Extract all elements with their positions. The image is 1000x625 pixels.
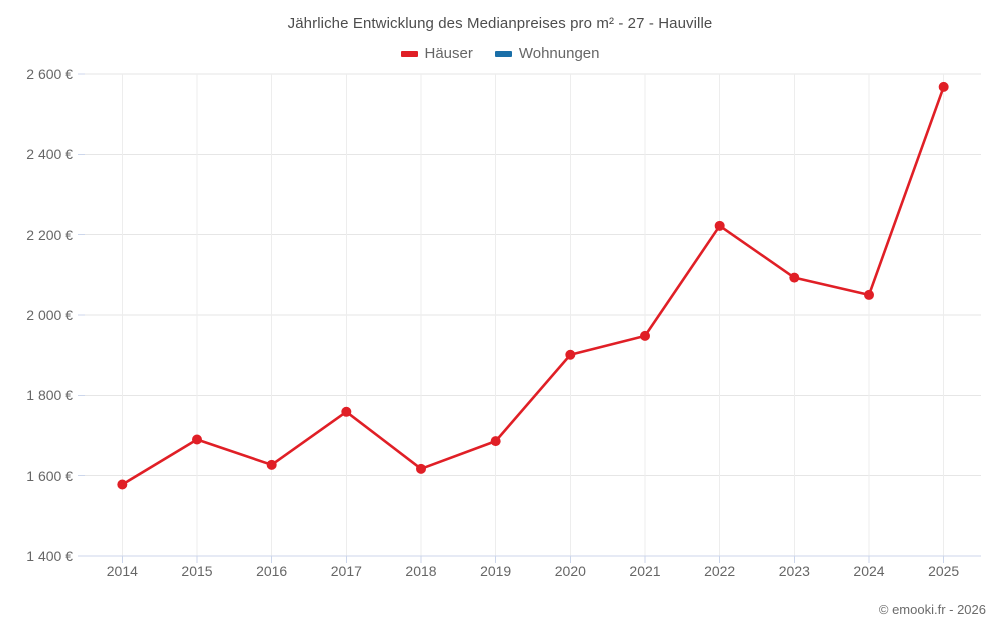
y-tick-label: 2 400 €: [26, 146, 73, 163]
series-lines: [121, 85, 945, 486]
chart-legend: Häuser Wohnungen: [0, 45, 1000, 62]
data-point[interactable]: [192, 434, 202, 445]
x-tick-label: 2017: [330, 563, 362, 579]
data-point[interactable]: [789, 272, 800, 283]
grid-lines: [85, 73, 981, 557]
x-tick-label: 2016: [256, 563, 288, 579]
x-grid-lines: [121, 74, 945, 556]
data-point[interactable]: [341, 406, 352, 417]
series-line-häuser: [121, 85, 945, 486]
y-tick-label: 2 600 €: [26, 66, 73, 82]
legend-label-hauser: Häuser: [424, 45, 473, 62]
data-point[interactable]: [714, 220, 725, 231]
x-tick-label: 2014: [106, 563, 138, 579]
x-tick-label: 2018: [405, 563, 437, 579]
x-tick-label: 2024: [853, 563, 885, 579]
plot-area: [78, 73, 981, 563]
y-tick-label: 2 200 €: [26, 226, 73, 243]
x-tick-label: 2022: [704, 563, 736, 579]
legend-item-wohnungen[interactable]: Wohnungen: [494, 45, 600, 62]
data-point[interactable]: [117, 479, 128, 490]
x-tick-label: 2025: [928, 563, 960, 579]
y-axis: 1 400 € 1 600 € 1 800 € 2 000 € 2 200 € 2 400…: [0, 66, 73, 564]
data-point[interactable]: [565, 349, 576, 360]
y-tick-label: 1 600 €: [26, 467, 73, 484]
legend-label-wohnungen: Wohnungen: [518, 45, 600, 62]
x-tick-label: 2019: [480, 563, 512, 579]
y-tick-label: 2 000 €: [26, 307, 73, 323]
x-tick-label: 2020: [554, 563, 586, 579]
x-tick-label: 2021: [629, 563, 661, 579]
data-point[interactable]: [416, 463, 426, 474]
x-tick-label: 2023: [778, 563, 810, 579]
legend-swatch-wohnungen: [494, 50, 512, 57]
data-point[interactable]: [266, 459, 277, 470]
data-point[interactable]: [864, 289, 874, 300]
axis-lines: [78, 73, 981, 563]
chart-title: Jährliche Entwicklung des Medianpreises …: [287, 15, 713, 32]
legend-swatch-hauser: [400, 50, 418, 57]
data-point[interactable]: [640, 330, 650, 341]
chart-credit[interactable]: © emooki.fr - 2026: [878, 602, 986, 617]
series-markers: [117, 81, 949, 490]
legend-item-hauser[interactable]: Häuser: [400, 45, 473, 62]
x-axis: 2014 2015 2016 2017 2018 2019 2020 2021 2022 2023…: [85, 563, 981, 585]
plot-svg: [78, 73, 981, 563]
x-tick-label: 2015: [181, 563, 213, 579]
y-tick-label: 1 800 €: [26, 387, 73, 404]
data-point[interactable]: [938, 81, 949, 92]
data-point[interactable]: [490, 436, 501, 447]
y-tick-label: 1 400 €: [26, 548, 73, 564]
